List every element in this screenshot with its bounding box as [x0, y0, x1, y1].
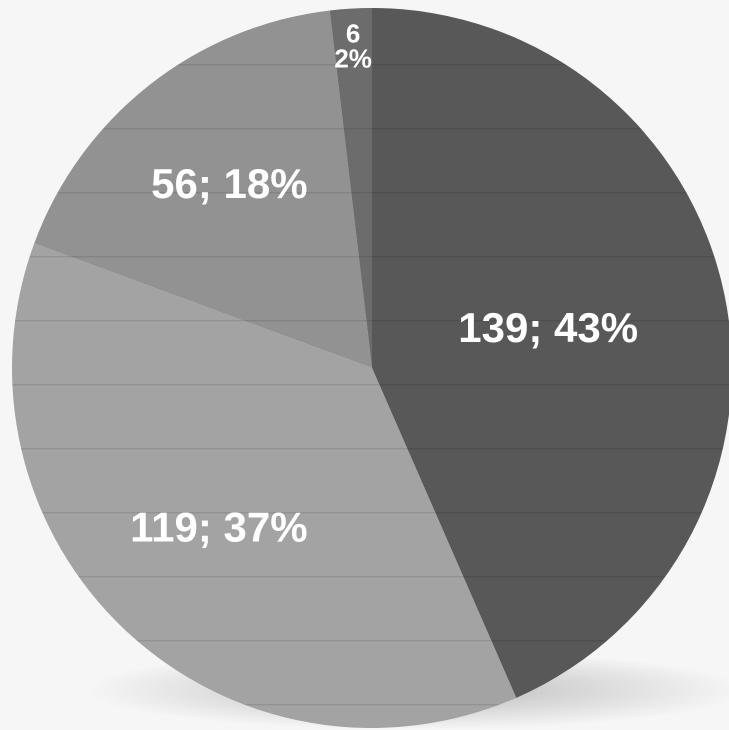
pie-slice-label-3-line-1: 2% — [334, 43, 372, 73]
pie-slice-label-2: 56; 18% — [151, 160, 307, 207]
pie-slice-label-0: 139; 43% — [458, 304, 638, 351]
pie-slice-label-3-line-0: 6 — [346, 19, 360, 49]
pie-labels: 139; 43% 119; 37% 56; 18% 62% — [130, 19, 638, 551]
pie-slice-label-1: 119; 37% — [130, 503, 307, 550]
